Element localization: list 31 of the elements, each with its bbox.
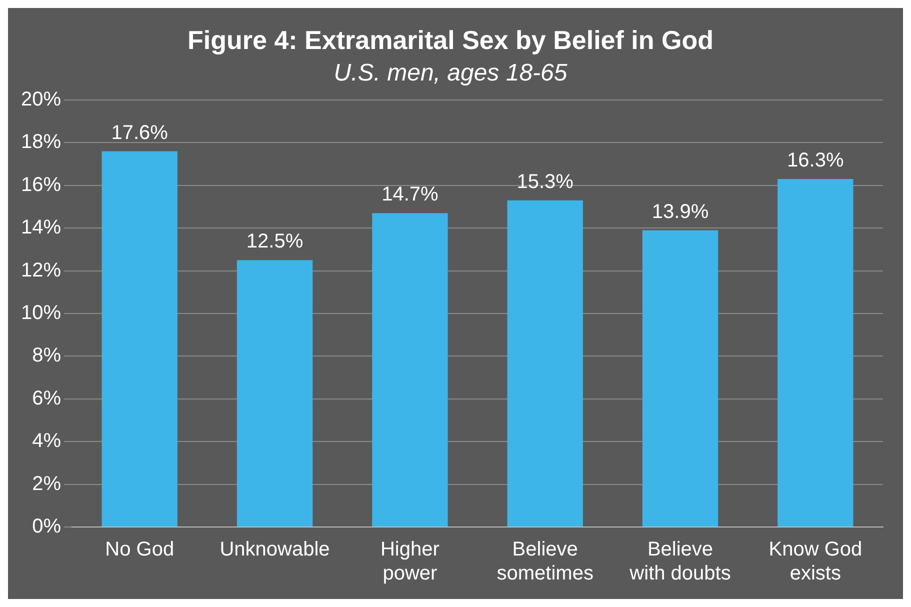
- x-tick-label: Believe sometimes: [496, 538, 594, 585]
- data-label: 17.6%: [111, 122, 168, 144]
- y-tick-label: 8%: [32, 344, 62, 367]
- data-label: 13.9%: [652, 200, 709, 223]
- data-label: 15.3%: [516, 170, 574, 193]
- chart-subtitle: U.S. men, ages 18-65: [334, 59, 568, 86]
- bar: [642, 230, 718, 526]
- y-tick-label: 16%: [21, 174, 62, 196]
- y-tick-label: 20%: [21, 88, 62, 111]
- x-tick-label: No God: [105, 538, 174, 561]
- y-tick-label: 14%: [21, 216, 62, 239]
- data-label: 16.3%: [787, 150, 844, 172]
- x-tick-label: Know God exists: [768, 538, 862, 585]
- y-tick-label: 10%: [21, 302, 62, 324]
- y-tick-label: 12%: [21, 259, 62, 282]
- bar: [507, 200, 583, 526]
- y-tick-label: 2%: [32, 472, 62, 495]
- x-tick-label: Believe with doubts: [628, 538, 731, 585]
- x-tick-label: Higher power: [380, 538, 440, 585]
- y-tick-label: 4%: [32, 430, 62, 452]
- bar: [372, 213, 448, 526]
- bar: [236, 260, 313, 526]
- chart-title: Figure 4: Extramarital Sex by Belief in God: [188, 24, 714, 55]
- data-label: 12.5%: [246, 230, 304, 253]
- y-tick-label: 0%: [32, 516, 62, 538]
- bar: [778, 178, 854, 526]
- y-tick-label: 6%: [32, 387, 62, 410]
- y-tick-label: 18%: [21, 131, 62, 154]
- bar: [102, 151, 178, 526]
- x-tick-label: Unknowable: [220, 538, 330, 561]
- data-label: 14.7%: [382, 184, 438, 206]
